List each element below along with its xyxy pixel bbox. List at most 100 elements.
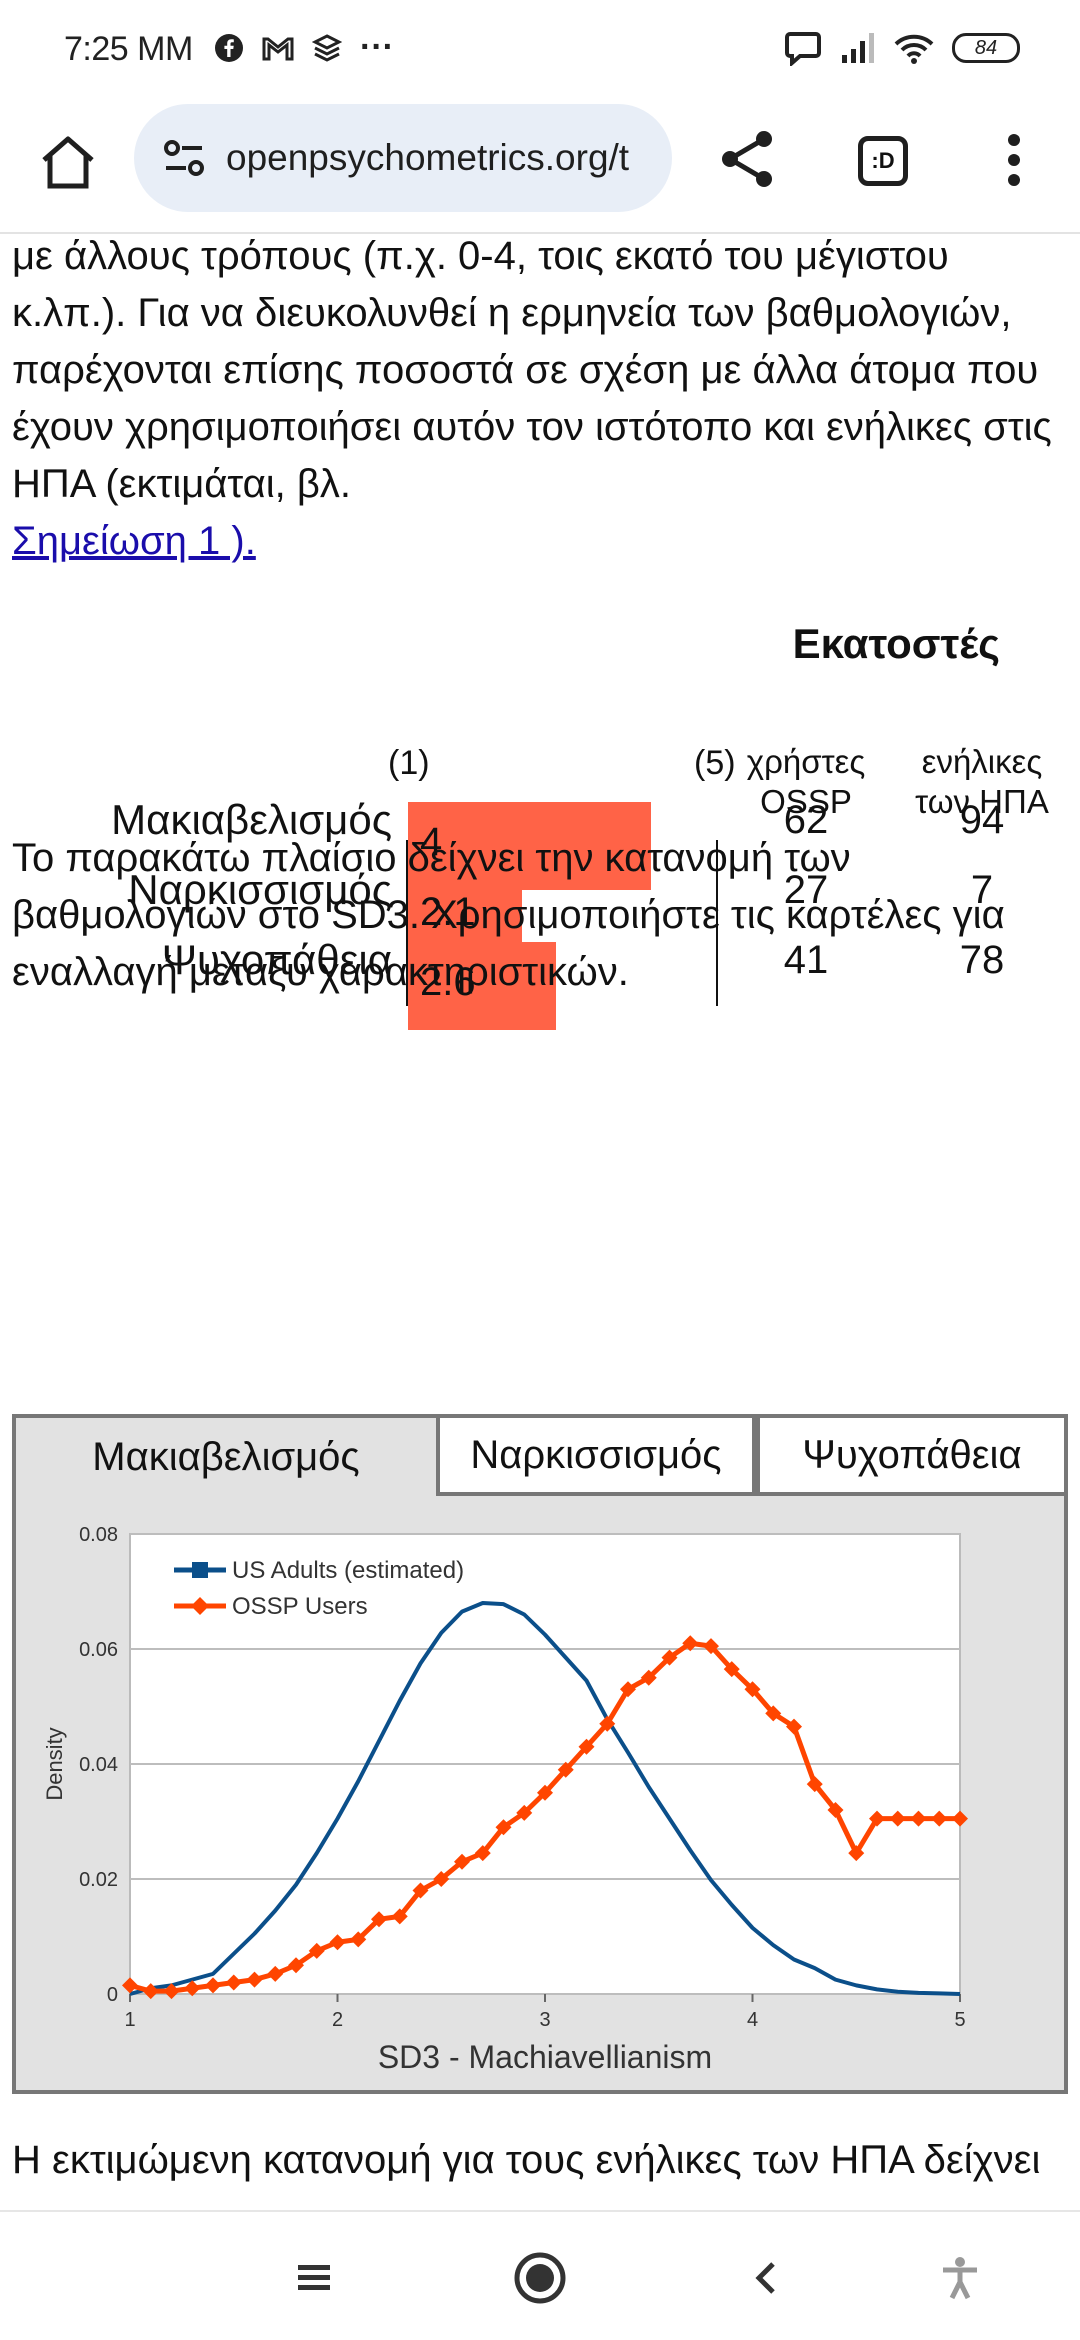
distribution-chart: 0 0.02 0.04 0.06 0.08 1 2 3 4 5 SD3 - Machiavellia… [42,1524,968,2075]
x-axis-label: SD3 - Machiavellianism [378,2039,712,2075]
legend-marker [192,1562,208,1578]
data-point [744,1681,761,1698]
score-bar: 2.6 [408,942,556,1030]
chat-bubble-icon [785,32,821,66]
ossp-percentile: 62 [783,798,829,842]
data-point [620,1681,636,1698]
data-point [391,1908,408,1925]
data-point [765,1705,782,1722]
data-point [184,1980,201,1997]
data-point [931,1810,948,1827]
browser-toolbar: openpsychometrics.org/t :D [0,96,1080,234]
x-tick-label: 3 [539,2009,550,2031]
tab-count: :D [858,136,908,186]
data-point [122,1977,138,1994]
battery-icon: 84 [952,33,1020,63]
wifi-icon [894,34,934,64]
address-bar[interactable]: openpsychometrics.org/t [134,104,672,212]
trait-label-psychopathy: Ψυχοπάθεια [161,936,392,983]
url-text: openpsychometrics.org/t [226,137,630,178]
intro-text: με άλλους τρόπους (π.χ. 0-4, τοις εκατό … [12,234,1052,506]
bar-axis-left [406,840,408,1006]
signal-icon [842,33,874,63]
bar-axis-right [716,840,718,1006]
data-point [537,1784,553,1801]
tab-psychopathy[interactable]: Ψυχοπάθεια [756,1418,1068,1496]
status-time: 7:25 MM [64,30,193,68]
series-line [129,1601,961,1996]
layers-icon [312,33,342,62]
y-tick-label: 0.08 [79,1524,118,1546]
ossp-percentile: 41 [783,938,829,982]
back-chevron-icon [755,2262,775,2294]
intro-paragraph: με άλλους τρόπους (π.χ. 0-4, τοις εκατό … [12,234,1072,570]
system-icons: 84 [784,30,1020,66]
data-point [433,1871,450,1887]
score-value: 2.6 [420,960,476,1004]
data-point [640,1669,657,1686]
tab-narcissism[interactable]: Ναρκισσισμός [436,1418,756,1496]
data-point [142,1983,159,2000]
us-percentile: 94 [959,798,1005,842]
gmail-icon [262,37,294,60]
data-point [329,1934,346,1951]
more-vert-icon [1008,134,1020,186]
data-point [412,1882,429,1899]
browser-menu-button[interactable] [984,124,1044,196]
data-point [682,1635,699,1652]
data-point [703,1638,719,1655]
share-icon [722,131,772,187]
share-button[interactable] [712,124,782,194]
tab-switcher-button[interactable]: :D [848,126,918,196]
data-point [350,1931,367,1948]
data-point [225,1974,242,1991]
tab-machiavellianism[interactable]: Μακιαβελισμός [16,1418,436,1496]
data-point [163,1983,180,2000]
data-point [806,1776,823,1793]
accessibility-button[interactable] [928,2246,992,2310]
data-point [848,1845,865,1862]
site-settings-icon [164,140,204,176]
data-point [869,1810,885,1827]
data-point [786,1718,802,1735]
more-notifications-icon: ··· [360,28,394,66]
recent-apps-button[interactable] [282,2246,346,2310]
us-percentile: 78 [959,938,1005,982]
legend-marker [191,1597,209,1615]
score-value: 4 [420,820,443,864]
ossp-percentile: 27 [783,868,829,912]
data-point [578,1738,595,1755]
y-tick-label: 0.02 [79,1869,118,1891]
home-button[interactable] [32,126,104,198]
data-point [557,1761,574,1778]
data-point [371,1911,387,1928]
data-point [827,1802,844,1818]
data-point [661,1649,678,1666]
trait-label-narcissism: Ναρκισσισμός [128,866,392,913]
data-point [267,1965,284,1982]
distribution-paragraph: Το παρακάτω πλαίσιο δείχνει την κατανομή… [12,836,1005,994]
y-tick-label: 0.06 [79,1639,118,1661]
home-icon [42,136,94,189]
notification-icons: ··· [214,28,394,67]
trait-label-machiavellianism: Μακιαβελισμός [111,796,392,843]
x-tick-label: 1 [124,2009,135,2031]
note-1-link[interactable]: Σημείωση 1 ). [12,519,256,563]
home-nav-button[interactable] [508,2246,572,2310]
us-percentile: 7 [970,868,994,912]
page-content[interactable]: με άλλους τρόπους (π.χ. 0-4, τοις εκατό … [0,234,1080,2210]
data-point [723,1661,740,1678]
legend-label: US Adults (estimated) [232,1557,464,1584]
us-column-header: ενήλικες των ΗΠΑ [915,743,1049,820]
data-point [288,1957,304,1974]
data-point [952,1810,968,1827]
data-point [495,1819,512,1836]
accessibility-icon [943,2257,977,2300]
data-point [246,1971,263,1988]
bottom-paragraph: Η εκτιμώμενη κατανομή για τους ενήλικες … [12,2138,1041,2210]
data-point [205,1977,221,1994]
scale-max-label: (5) [694,744,736,782]
back-button[interactable] [734,2246,798,2310]
legend-label: OSSP Users [232,1593,368,1620]
